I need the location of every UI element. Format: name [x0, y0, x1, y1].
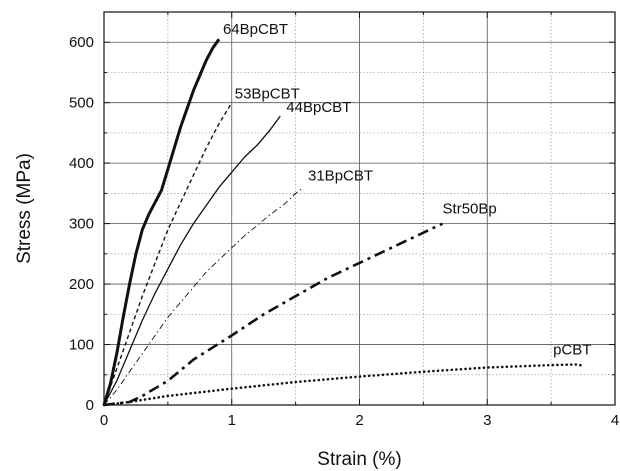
x-tick-label: 3	[483, 412, 491, 429]
series-label-pcbt: pCBT	[553, 342, 591, 359]
grid	[104, 12, 615, 405]
series-label-44bpcbt: 44BpCBT	[286, 99, 351, 116]
y-tick-label: 100	[69, 337, 94, 354]
y-tick-label: 600	[69, 34, 94, 51]
series-line-44bpcbt	[103, 115, 281, 406]
x-axis-title: Strain (%)	[317, 449, 401, 470]
series-label-53bpcbt: 53BpCBT	[235, 86, 300, 103]
series-label-31bpcbt: 31BpCBT	[308, 168, 373, 185]
y-tick-label: 500	[69, 95, 94, 112]
series-layer	[102, 38, 585, 407]
series-line-53bpcbt	[103, 102, 233, 406]
series-line-pcbt	[102, 363, 585, 407]
axis-tick-labels: 0 1 2 3 4 0 100 200 300 400 500 600	[69, 34, 619, 429]
y-tick-label: 200	[69, 276, 94, 293]
series-line-str50bp	[103, 222, 444, 407]
y-axis-title: Stress (MPa)	[14, 153, 35, 264]
y-tick-label: 400	[69, 155, 94, 172]
x-tick-label: 0	[100, 412, 108, 429]
x-tick-label: 1	[228, 412, 236, 429]
y-tick-label: 300	[69, 216, 94, 233]
axis-ticks	[103, 11, 616, 406]
x-tick-label: 2	[355, 412, 363, 429]
x-tick-label: 4	[611, 412, 619, 429]
y-tick-label: 0	[86, 397, 94, 414]
series-line-31bpcbt	[103, 188, 303, 406]
series-line-64bpcbt	[102, 38, 221, 406]
series-label-64bpcbt: 64BpCBT	[223, 21, 288, 38]
series-label-str50bp: Str50Bp	[443, 201, 497, 218]
